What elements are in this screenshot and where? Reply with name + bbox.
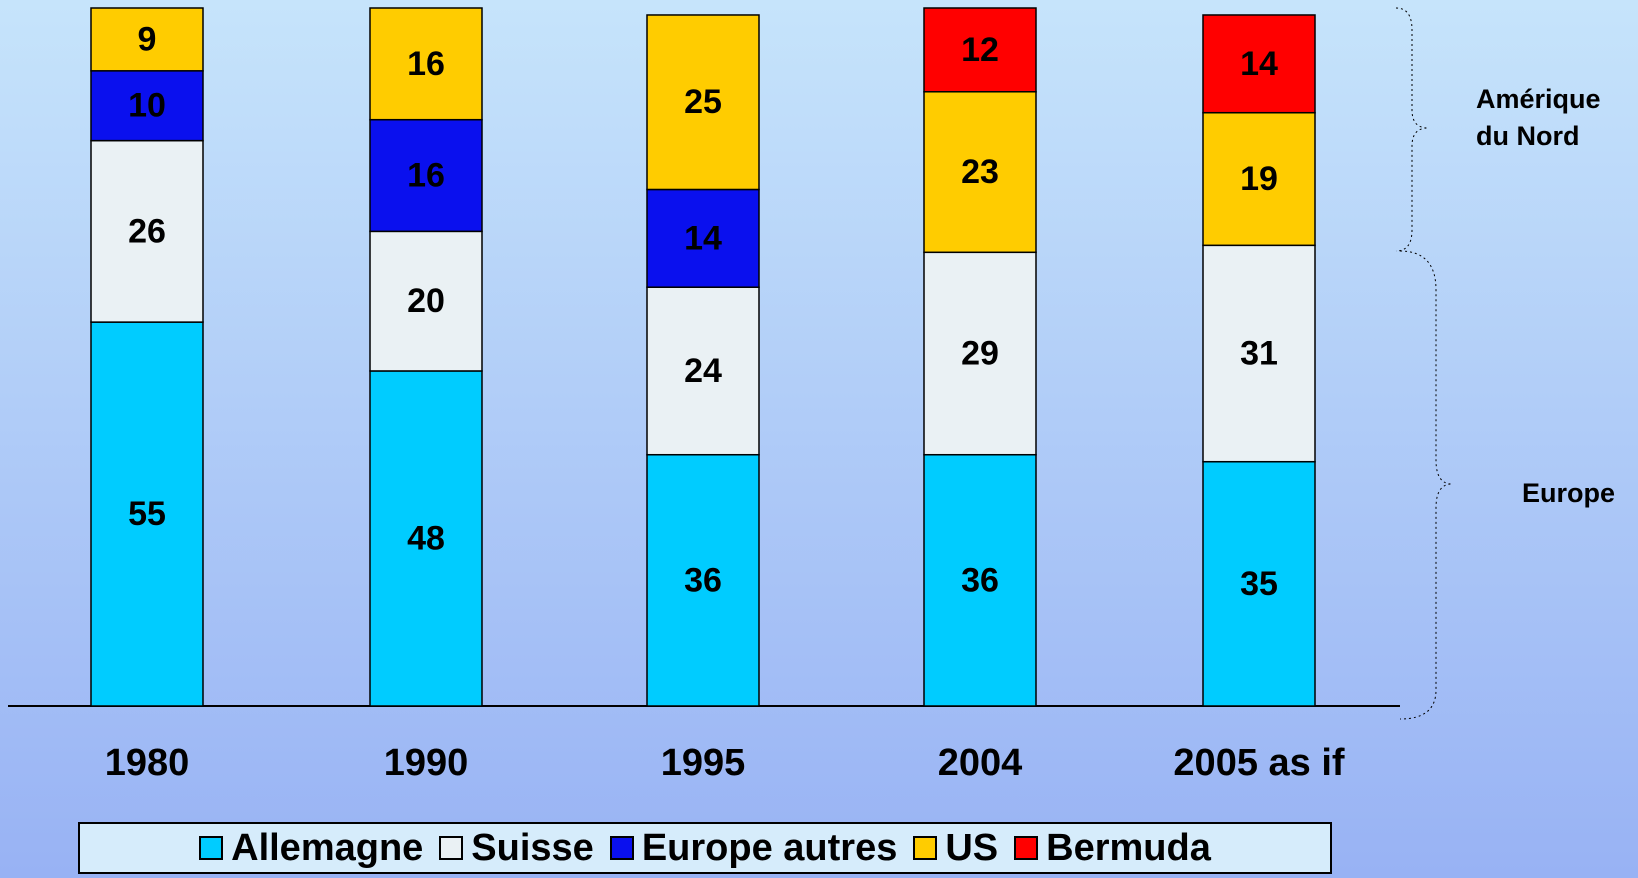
data-label: 19 bbox=[1240, 160, 1278, 198]
x-tick-label: 2004 bbox=[938, 742, 1023, 784]
bar-segment bbox=[90, 7, 204, 72]
legend-label: Europe autres bbox=[641, 826, 898, 869]
data-label: 24 bbox=[684, 352, 722, 390]
legend-swatch bbox=[609, 836, 634, 860]
bar-segment bbox=[369, 230, 483, 372]
legend-item: US bbox=[913, 827, 998, 870]
legend-item: Allemagne bbox=[199, 827, 423, 870]
legend: Allemagne Suisse Europe autres US Bermuda bbox=[78, 822, 1332, 874]
legend-item: Europe autres bbox=[609, 826, 898, 870]
data-label: 36 bbox=[961, 561, 999, 599]
x-tick-label: 1995 bbox=[661, 742, 746, 784]
bar-segment bbox=[1202, 460, 1316, 707]
data-label: 26 bbox=[128, 212, 166, 250]
legend-item: Suisse bbox=[439, 827, 594, 870]
data-label: 23 bbox=[961, 153, 999, 191]
data-label: 16 bbox=[407, 45, 445, 83]
legend-swatch bbox=[1014, 836, 1039, 860]
legend-swatch bbox=[199, 836, 224, 860]
bar-segment bbox=[369, 7, 483, 121]
data-label: 48 bbox=[407, 519, 445, 557]
bar-segment bbox=[646, 188, 760, 288]
legend-swatch bbox=[439, 836, 464, 860]
bar-segment bbox=[923, 7, 1037, 93]
annotation: Europe bbox=[1522, 478, 1616, 508]
bar-segment bbox=[923, 251, 1037, 456]
brace bbox=[1395, 7, 1429, 252]
x-tick-label: 1980 bbox=[105, 742, 190, 784]
legend-label: Suisse bbox=[471, 826, 594, 869]
bar-segment bbox=[369, 370, 483, 707]
bar-segment bbox=[923, 453, 1037, 707]
legend-swatch bbox=[913, 836, 938, 860]
data-label: 16 bbox=[407, 157, 445, 195]
x-tick-label: 2005 as if bbox=[1173, 742, 1344, 784]
data-label: 12 bbox=[961, 31, 999, 69]
data-label: 9 bbox=[138, 20, 157, 58]
legend-label: Allemagne bbox=[231, 826, 424, 869]
data-label: 55 bbox=[128, 495, 166, 533]
bar-segment bbox=[1202, 244, 1316, 463]
bar-segment bbox=[1202, 14, 1316, 114]
data-label: 36 bbox=[684, 561, 722, 599]
data-label: 20 bbox=[407, 282, 445, 320]
bar-segment bbox=[369, 118, 483, 233]
bar-segment bbox=[90, 139, 204, 323]
data-label: 10 bbox=[128, 87, 166, 125]
bar-segment bbox=[646, 14, 760, 191]
annotation: Amérique du Nord bbox=[1476, 84, 1601, 151]
x-tick-label: 1990 bbox=[384, 742, 469, 784]
bar-segment bbox=[923, 91, 1037, 254]
brace bbox=[1399, 250, 1453, 720]
bar-segment bbox=[646, 453, 760, 707]
legend-item: Bermuda bbox=[1014, 827, 1211, 870]
legend-label: US bbox=[945, 826, 999, 869]
data-label: 35 bbox=[1240, 565, 1278, 603]
data-label: 25 bbox=[684, 83, 722, 121]
bar-segment bbox=[1202, 111, 1316, 247]
data-label: 31 bbox=[1240, 334, 1278, 372]
data-label: 14 bbox=[1240, 45, 1278, 83]
bar-segment bbox=[646, 286, 760, 456]
bar-segment bbox=[90, 321, 204, 707]
data-label: 14 bbox=[684, 219, 722, 257]
data-label: 29 bbox=[961, 334, 999, 372]
legend-label: Bermuda bbox=[1046, 826, 1211, 869]
